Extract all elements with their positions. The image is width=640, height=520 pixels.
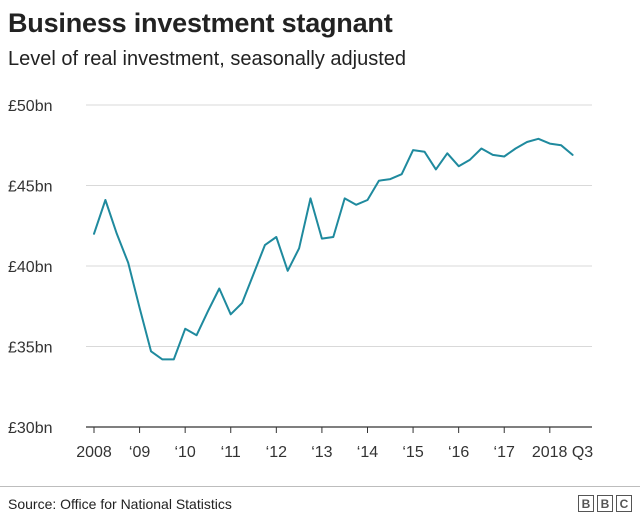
x-tick-label: ‘11 — [221, 444, 241, 461]
data-point — [411, 148, 416, 153]
data-point — [456, 164, 461, 169]
x-tick-label: 2018 Q3 — [532, 444, 593, 461]
y-tick-label: £45bn — [8, 179, 53, 196]
x-tick-label: ‘17 — [494, 444, 515, 461]
data-point — [422, 149, 427, 154]
y-tick-label: £35bn — [8, 340, 53, 357]
data-point — [285, 268, 290, 273]
data-point — [171, 357, 176, 362]
data-point — [228, 312, 233, 317]
y-axis-tick-labels: £50bn £45bn £40bn £35bn £30bn — [8, 98, 53, 437]
x-tick-label: ‘09 — [129, 444, 150, 461]
line-chart: £50bn £45bn £40bn £35bn £30bn 2008 ‘09 ‘10 ‘11 ‘… — [8, 98, 593, 461]
data-point — [399, 172, 404, 177]
data-point — [365, 198, 370, 203]
y-tick-label: £50bn — [8, 98, 53, 115]
data-point — [342, 196, 347, 201]
data-point — [206, 309, 211, 314]
bbc-logo: B B C — [578, 495, 632, 512]
data-point — [183, 326, 188, 331]
data-point — [559, 143, 564, 148]
data-point — [570, 152, 575, 157]
data-point — [525, 140, 530, 145]
data-point — [502, 154, 507, 159]
y-tick-label: £40bn — [8, 259, 53, 276]
x-tick-label: ‘16 — [448, 444, 469, 461]
data-point — [376, 178, 381, 183]
x-tick-label: ‘13 — [311, 444, 332, 461]
x-tick-label: ‘14 — [357, 444, 378, 461]
data-point — [388, 177, 393, 182]
data-point — [479, 146, 484, 151]
data-point — [274, 235, 279, 240]
data-point — [103, 198, 108, 203]
x-tick-label: ‘12 — [266, 444, 287, 461]
data-point — [217, 286, 222, 291]
chart-title: Business investment stagnant — [8, 8, 393, 38]
bbc-logo-letter: B — [578, 495, 594, 512]
data-point — [297, 246, 302, 251]
data-point — [114, 231, 119, 236]
x-tick-label: ‘15 — [402, 444, 423, 461]
data-point — [308, 196, 313, 201]
chart-subtitle: Level of real investment, seasonally adj… — [8, 48, 407, 70]
data-point — [262, 243, 267, 248]
data-point — [126, 260, 131, 265]
source-note: Source: Office for National Statistics — [8, 496, 232, 512]
data-point — [137, 305, 142, 310]
data-point — [536, 136, 541, 141]
x-tick-label: ‘10 — [174, 444, 195, 461]
data-point — [331, 235, 336, 240]
data-point — [513, 146, 518, 151]
series-line — [93, 137, 574, 361]
bbc-logo-letter: C — [616, 495, 632, 512]
data-point — [194, 333, 199, 338]
data-point — [319, 236, 324, 241]
data-point — [240, 301, 245, 306]
gridlines — [86, 104, 592, 428]
footer-divider — [0, 486, 640, 487]
data-point — [354, 202, 359, 207]
data-point — [92, 231, 97, 236]
series-layer — [92, 136, 575, 362]
data-point — [149, 349, 154, 354]
x-tick-label: 2008 — [76, 444, 112, 461]
data-point — [160, 357, 165, 362]
data-point — [468, 157, 473, 162]
x-axis-tick-labels: 2008 ‘09 ‘10 ‘11 ‘12 ‘13 ‘14 ‘15 ‘16 ‘17 2018 Q3 — [76, 427, 593, 461]
data-point — [547, 141, 552, 146]
y-tick-label: £30bn — [8, 420, 53, 437]
data-point — [433, 167, 438, 172]
data-point — [490, 152, 495, 157]
bbc-logo-letter: B — [597, 495, 613, 512]
data-point — [251, 272, 256, 277]
data-point — [445, 151, 450, 156]
